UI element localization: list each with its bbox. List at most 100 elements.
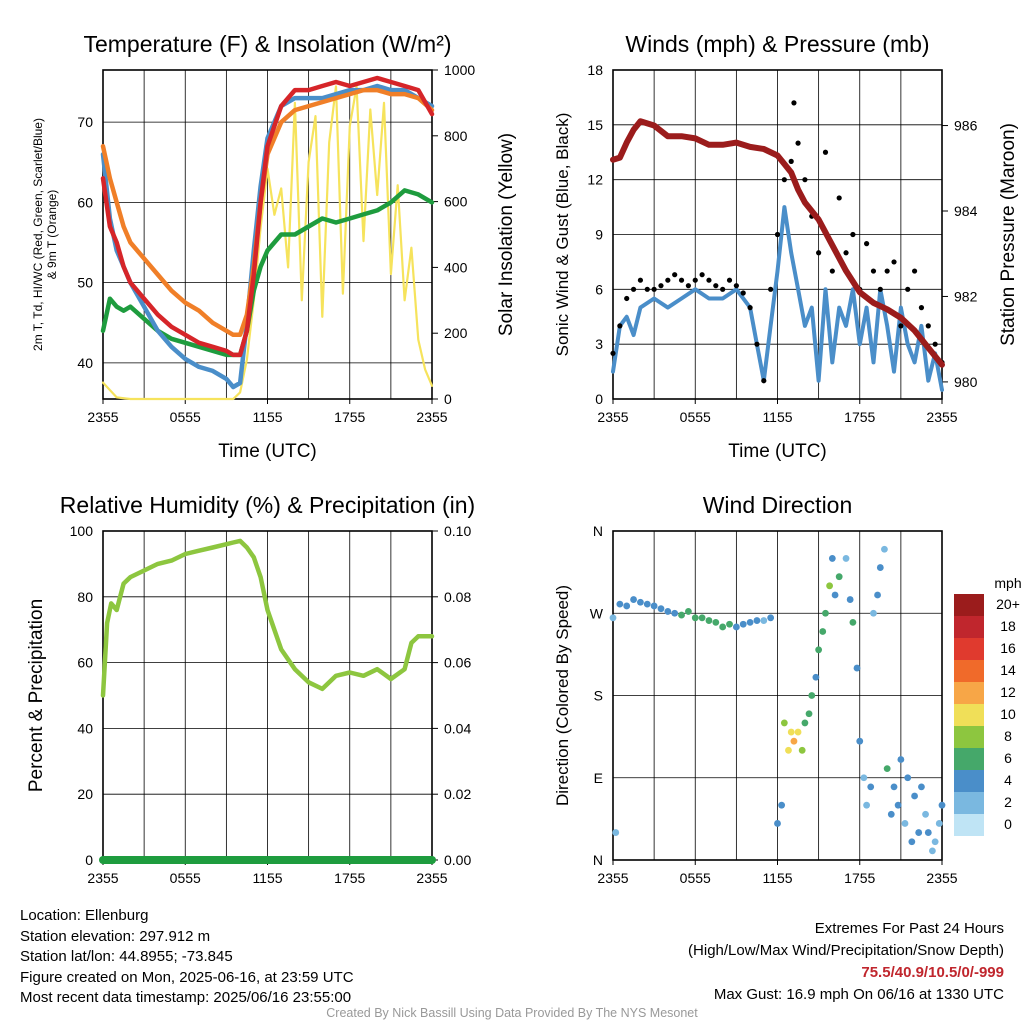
- right-tick-label: 600: [444, 194, 468, 210]
- x-tick-label: 2355: [416, 409, 447, 425]
- legend-label: 8: [1004, 728, 1012, 744]
- legend-swatch: [954, 792, 984, 814]
- direction-point: [908, 838, 916, 846]
- y-axis-label: Percent & Precipitation: [26, 599, 47, 792]
- chart-2: Winds (mph) & Pressure (mb) 2355 0555 1155 1…: [553, 31, 1019, 462]
- right-tick-label: 986: [954, 118, 978, 134]
- y-axis-label: 2m T, Td, HI/WC (Red, Green, Scarlet/Blu…: [31, 118, 59, 351]
- x-axis-label: Time (UTC): [218, 441, 317, 462]
- gust-point: [644, 286, 650, 292]
- gust-point: [884, 268, 890, 274]
- direction-point: [867, 783, 875, 791]
- legend-swatch: [954, 704, 984, 726]
- direction-point: [616, 600, 624, 608]
- gust-point: [802, 177, 808, 183]
- gust-point: [720, 286, 726, 292]
- gust-point: [843, 250, 849, 256]
- gust-point: [768, 286, 774, 292]
- direction-point: [812, 673, 820, 681]
- x-tick-label: 2355: [87, 409, 118, 425]
- y-tick-label: 18: [587, 62, 603, 78]
- max-gust: Max Gust: 16.9 mph On 06/16 at 1330 UTC: [713, 986, 1004, 1003]
- legend-label: 20+: [996, 596, 1020, 612]
- gust-point: [918, 305, 925, 311]
- legend-title: mph: [994, 575, 1021, 591]
- gust-point: [678, 277, 685, 283]
- direction-point: [924, 829, 932, 836]
- series-line-0: [100, 538, 435, 698]
- gust-point: [932, 341, 938, 347]
- gust-point: [692, 277, 698, 283]
- direction-point: [643, 600, 651, 608]
- direction-point: [787, 728, 795, 736]
- series-line-pressure: [610, 118, 945, 368]
- y-tick-label: 15: [587, 117, 603, 133]
- station-elevation: Station elevation: 297.912 m: [20, 927, 211, 945]
- direction-point: [863, 801, 871, 809]
- x-tick-label: 1155: [762, 409, 792, 425]
- gust-point: [617, 323, 623, 329]
- direction-point: [822, 609, 829, 617]
- right-tick-label: 0.08: [444, 589, 471, 605]
- direction-point: [698, 614, 706, 622]
- y-tick-label: 3: [595, 336, 603, 352]
- direction-point: [929, 847, 936, 855]
- direction-point: [778, 801, 786, 809]
- gust-point: [795, 140, 801, 146]
- gust-point: [610, 350, 616, 356]
- station-location: Location: Ellenburg: [20, 907, 149, 924]
- y-tick-label: S: [594, 688, 603, 704]
- gust-point: [651, 286, 657, 292]
- direction-point: [826, 582, 833, 590]
- y-tick-label: N: [593, 523, 603, 539]
- direction-point: [780, 719, 788, 727]
- x-tick-label: 0555: [170, 409, 201, 425]
- x-tick-label: 2355: [416, 870, 447, 886]
- extremes-summary: Extremes For Past 24 Hours (High/Low/Max…: [688, 918, 1004, 1006]
- legend-swatch: [954, 814, 984, 836]
- gust-point: [816, 250, 822, 256]
- right-tick-label: 0.10: [444, 523, 471, 539]
- legend-swatch: [954, 748, 984, 770]
- gust-point: [754, 341, 760, 347]
- most-recent-timestamp: Most recent data timestamp: 2025/06/16 2…: [20, 989, 352, 1006]
- y-axis-label-line1: 2m T, Td, HI/WC (Red, Green, Scarlet/Blu…: [31, 118, 45, 351]
- direction-point: [815, 646, 823, 654]
- figure-created: Figure created on Mon, 2025-06-16, at 23…: [20, 968, 354, 986]
- direction-point: [790, 737, 798, 745]
- y-tick-label: 0: [595, 391, 603, 407]
- chart-title: Wind Direction: [703, 492, 853, 518]
- gust-point: [624, 295, 630, 302]
- y-tick-label: 20: [77, 786, 93, 802]
- direction-point: [904, 774, 912, 782]
- station-info: Location: Ellenburg Station elevation: 2…: [20, 906, 354, 1009]
- x-tick-label: 1755: [844, 870, 875, 886]
- right-tick-label: 800: [444, 128, 468, 144]
- gust-point: [850, 231, 856, 238]
- gust-point: [630, 286, 637, 292]
- station-latlon: Station lat/lon: 44.8955; -73.845: [20, 948, 233, 965]
- gust-point: [870, 268, 877, 274]
- gust-point: [699, 272, 705, 278]
- direction-point: [849, 618, 857, 626]
- y-tick-label: 70: [77, 114, 93, 130]
- gust-point: [911, 268, 918, 274]
- chart-3: Relative Humidity (%) & Precipitation (i…: [26, 492, 475, 886]
- direction-point: [719, 623, 727, 631]
- y-axis-label: Direction (Colored By Speed): [553, 585, 572, 806]
- gust-point: [836, 195, 842, 201]
- gust-point: [774, 231, 781, 238]
- legend-label: 10: [1000, 706, 1016, 722]
- x-tick-label: 2355: [926, 870, 957, 886]
- direction-point: [785, 746, 792, 754]
- legend-swatch: [954, 594, 984, 616]
- x-tick-label: 2355: [926, 409, 957, 425]
- gust-point: [829, 268, 835, 274]
- gust-point: [791, 100, 797, 106]
- gust-point: [665, 277, 671, 283]
- direction-point: [774, 820, 781, 827]
- direction-point: [739, 620, 747, 628]
- x-axis-label: Time (UTC): [728, 441, 827, 462]
- direction-point: [853, 664, 861, 672]
- right-tick-label: 0.06: [444, 655, 471, 671]
